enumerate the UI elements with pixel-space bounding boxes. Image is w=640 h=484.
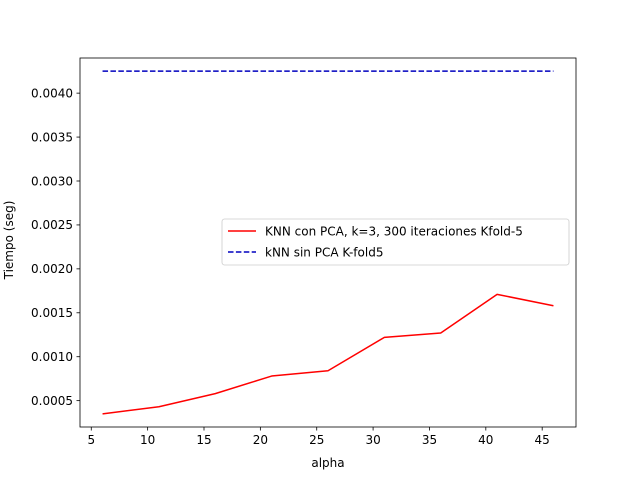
- legend-label-0: KNN con PCA, k=3, 300 iteraciones Kfold-…: [265, 224, 523, 238]
- x-tick-label: 15: [196, 433, 211, 447]
- data-point-0-1: [158, 406, 160, 408]
- legend-label-1: kNN sin PCA K-fold5: [265, 245, 383, 259]
- x-tick-label: 25: [309, 433, 324, 447]
- data-point-1-0: [102, 70, 104, 72]
- data-point-0-6: [440, 332, 442, 334]
- y-tick-label: 0.0030: [31, 174, 73, 188]
- y-axis-label: Tiempo (seg): [2, 201, 16, 281]
- data-point-0-8: [553, 305, 555, 307]
- data-point-1-8: [553, 70, 555, 72]
- y-tick-label: 0.0015: [31, 306, 73, 320]
- data-point-0-2: [214, 393, 216, 395]
- data-point-0-7: [496, 294, 498, 296]
- x-tick-label: 40: [478, 433, 493, 447]
- plot-area: [102, 70, 555, 415]
- y-tick-label: 0.0040: [31, 86, 73, 100]
- y-tick-label: 0.0005: [31, 394, 73, 408]
- data-point-0-3: [271, 375, 273, 377]
- x-axis-label: alpha: [311, 456, 344, 470]
- y-tick-label: 0.0025: [31, 218, 73, 232]
- legend-box: [221, 218, 570, 266]
- data-point-0-5: [384, 337, 386, 339]
- x-tick-label: 30: [365, 433, 380, 447]
- x-tick-label: 10: [140, 433, 155, 447]
- data-point-0-4: [327, 370, 329, 372]
- axes: 5 10 15 20 25 30 35 40 45 0.0005 0.0010 0.0015 0.002…: [31, 57, 577, 447]
- data-point-1-3: [271, 70, 273, 72]
- data-point-1-2: [214, 70, 216, 72]
- data-point-0-0: [102, 413, 104, 415]
- data-point-1-6: [440, 70, 442, 72]
- data-point-1-7: [496, 70, 498, 72]
- x-tick-label: 20: [253, 433, 268, 447]
- y-tick-label: 0.0035: [31, 130, 73, 144]
- x-tick-label: 45: [535, 433, 550, 447]
- y-tick-label: 0.0020: [31, 262, 73, 276]
- data-point-1-4: [327, 70, 329, 72]
- series-line-0: [102, 293, 554, 415]
- x-tick-label: 5: [87, 433, 95, 447]
- legend: KNN con PCA, k=3, 300 iteraciones Kfold-…: [221, 218, 570, 266]
- x-tick-label: 35: [422, 433, 437, 447]
- axes-frame: [79, 57, 577, 428]
- data-point-1-5: [384, 70, 386, 72]
- data-point-1-1: [158, 70, 160, 72]
- y-tick-label: 0.0010: [31, 350, 73, 364]
